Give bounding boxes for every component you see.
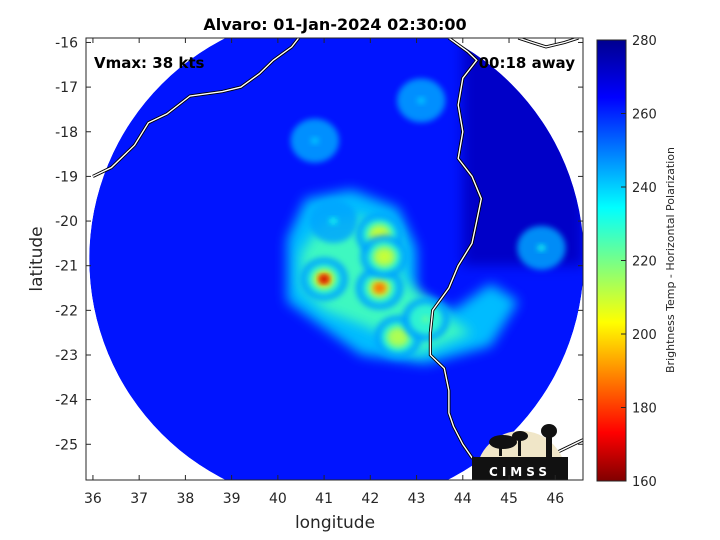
logo-text: CIMSS [489,465,551,479]
x-axis-label: longitude [295,513,375,533]
x-tick-label: 40 [269,491,287,507]
colorbar-label: Brightness Temp - Horizontal Polarizatio… [664,147,677,373]
time-offset-label: 00:18 away [479,54,576,72]
chart-title: Alvaro: 01-Jan-2024 02:30:00 [203,15,466,34]
x-tick-label: 43 [408,491,426,507]
heatmap-swath [89,38,583,480]
colorbar-tick-label: 200 [632,328,657,343]
coastline-africa [92,38,300,178]
convective-cell-6 [401,297,451,342]
plot-area: CIMSS [86,38,583,480]
cimss-logo: CIMSS [472,424,568,480]
colorbar-tick-label: 220 [632,255,657,270]
convective-cell-2 [355,266,404,311]
colorbar-tick-label: 240 [632,181,657,196]
coastline-ne [518,38,579,48]
x-tick-label: 44 [454,491,472,507]
y-tick-label: -21 [55,259,78,275]
colorbar-tick-label: 180 [632,402,657,417]
x-tick-label: 39 [223,491,241,507]
y-tick-label: -20 [55,214,78,230]
x-tick-label: 37 [130,491,148,507]
y-axis-ticks: -16 -17 -18 -19 -20 -21 -22 -23 -24 -25 [55,35,583,453]
plot-frame [85,37,584,481]
colorbar-ticks: 160 180 200 220 240 260 280 [621,34,657,490]
x-tick-label: 38 [176,491,194,507]
y-tick-label: -16 [55,35,78,51]
y-tick-label: -23 [55,348,78,364]
x-tick-label: 45 [500,491,518,507]
y-tick-label: -25 [55,437,78,453]
convective-cell-9 [396,78,446,123]
x-tick-label: 41 [315,491,333,507]
y-tick-label: -18 [55,125,78,141]
y-tick-label: -22 [55,303,78,319]
convective-cell-8 [517,225,566,270]
convective-cell-1 [299,257,349,302]
convective-cell-7 [309,199,358,244]
x-axis-ticks: 36 37 38 39 40 41 42 43 44 45 46 [84,38,564,507]
colorbar-tick-label: 160 [632,475,657,490]
y-tick-label: -19 [55,169,78,185]
x-tick-label: 46 [546,491,564,507]
x-tick-label: 42 [361,491,379,507]
y-tick-label: -24 [55,393,78,409]
colorbar-tick-label: 260 [632,108,657,123]
x-tick-label: 36 [84,491,102,507]
y-axis-label: latitude [27,226,47,291]
y-tick-label: -17 [55,80,78,96]
colorbar: 160 180 200 220 240 260 280 Brightness Temp - … [596,34,677,490]
colorbar-tick-label: 280 [632,34,657,49]
convective-cell-10 [290,118,340,163]
vmax-label: Vmax: 38 kts [94,54,204,72]
convective-cell-4 [360,234,409,279]
